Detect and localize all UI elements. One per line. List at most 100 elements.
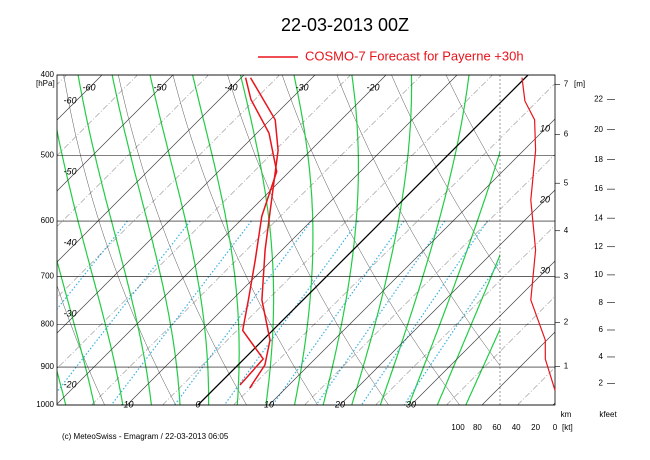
isotherm bbox=[410, 260, 555, 405]
moist-adiabat bbox=[293, 75, 314, 405]
isotherm-label: 10 bbox=[540, 123, 550, 133]
wind-tick-label: 0 bbox=[553, 423, 558, 432]
mixing-ratio bbox=[271, 220, 405, 405]
isotherm-label: -60 bbox=[63, 95, 76, 105]
kfeet-tick-label: 2 bbox=[599, 379, 604, 388]
isotherm bbox=[57, 75, 387, 405]
kfeet-tick-label: 20 bbox=[594, 125, 603, 134]
kfeet-tick-label: 8 bbox=[599, 298, 604, 307]
y-tick-label: 500 bbox=[41, 150, 55, 159]
isotherm-label: 0 bbox=[195, 399, 200, 409]
dry-adiabat bbox=[336, 75, 500, 367]
moist-adiabat bbox=[465, 327, 500, 405]
moist-adiabat bbox=[351, 75, 413, 405]
isotherm bbox=[268, 118, 555, 405]
y-tick-label: 400 bbox=[41, 70, 55, 79]
isotherm bbox=[446, 296, 555, 405]
chart-title: 22-03-2013 00Z bbox=[281, 15, 409, 35]
dry-adiabat bbox=[118, 75, 247, 405]
isotherm-label: 10 bbox=[264, 399, 274, 409]
moist-adiabat bbox=[57, 127, 124, 405]
isotherm bbox=[375, 225, 555, 405]
wind-tick-label: 100 bbox=[451, 423, 465, 432]
isotherm bbox=[481, 331, 555, 405]
dry-adiabat bbox=[445, 75, 500, 177]
isotherm bbox=[57, 75, 316, 334]
kfeet-tick-label: 12 bbox=[594, 242, 603, 251]
isotherm bbox=[233, 83, 555, 405]
kfeet-tick-label: 4 bbox=[599, 352, 604, 361]
wind-speed-line bbox=[521, 77, 556, 391]
thermo-lines bbox=[57, 75, 500, 405]
mixing-ratio bbox=[360, 220, 488, 405]
isotherm-label: 30 bbox=[406, 399, 416, 409]
isotherm-label: -20 bbox=[366, 82, 379, 92]
mixing-ratio bbox=[57, 220, 128, 311]
isotherm bbox=[57, 75, 174, 192]
profile-line bbox=[239, 77, 278, 386]
isotherm bbox=[339, 189, 555, 405]
y-tick-label: 900 bbox=[41, 362, 55, 371]
isotherm-label: -10 bbox=[120, 399, 133, 409]
isotherm bbox=[57, 75, 280, 298]
wind-tick-label: 40 bbox=[512, 423, 521, 432]
isotherm bbox=[197, 75, 529, 405]
km-tick-label: 1 bbox=[564, 362, 569, 371]
moist-adiabat bbox=[239, 75, 275, 405]
moist-adiabat bbox=[322, 75, 359, 405]
km-tick-label: 2 bbox=[564, 317, 569, 326]
profile-line bbox=[249, 77, 279, 389]
kfeet-tick-label: 10 bbox=[594, 270, 603, 279]
isotherm bbox=[57, 75, 209, 227]
isotherm bbox=[57, 75, 245, 263]
isotherm bbox=[91, 75, 422, 405]
km-tick-label: 6 bbox=[564, 130, 569, 139]
y-unit: [hPa] bbox=[36, 79, 55, 88]
dry-adiabat bbox=[63, 75, 176, 405]
wind-tick-label: 20 bbox=[531, 423, 540, 432]
isotherm bbox=[162, 75, 493, 405]
dry-adiabat bbox=[281, 75, 460, 405]
isotherm-label: -60 bbox=[82, 82, 95, 92]
moist-adiabat bbox=[436, 253, 500, 405]
isotherm bbox=[304, 154, 555, 405]
isotherm-label: -30 bbox=[63, 308, 76, 318]
moist-adiabat bbox=[379, 75, 470, 405]
y-tick-label: 700 bbox=[41, 272, 55, 281]
isotherm-label: -40 bbox=[224, 82, 237, 92]
dry-adiabat bbox=[391, 75, 500, 273]
km-tick-label: 5 bbox=[564, 178, 569, 187]
isotherm-label: -30 bbox=[295, 82, 308, 92]
y-tick-label: 800 bbox=[41, 320, 55, 329]
isotherm-label: 20 bbox=[539, 194, 550, 204]
moist-adiabat bbox=[191, 75, 240, 405]
isotherms bbox=[57, 75, 555, 405]
y-tick-label: 600 bbox=[41, 216, 55, 225]
footer: (c) MeteoSwiss - Emagram / 22-03-2013 06… bbox=[62, 432, 229, 441]
moist-adiabat bbox=[408, 149, 500, 405]
km-unit: [m] bbox=[574, 80, 585, 89]
moist-adiabat bbox=[57, 258, 95, 405]
km-label: km bbox=[561, 410, 572, 419]
isotherm-label: -50 bbox=[63, 166, 76, 176]
kfeet-tick-label: 6 bbox=[599, 325, 604, 334]
kfeet-tick-label: 22 bbox=[594, 94, 603, 103]
kfeet-tick-label: 14 bbox=[594, 213, 603, 222]
isotherm bbox=[57, 75, 351, 369]
isotherm-label: -40 bbox=[63, 237, 76, 247]
wind-tick-label: 80 bbox=[473, 423, 482, 432]
isotherm-label: -50 bbox=[153, 82, 166, 92]
mixing-ratio bbox=[110, 220, 252, 405]
dry-adiabat bbox=[57, 284, 105, 405]
moist-adiabat bbox=[77, 75, 153, 405]
plot-frame bbox=[56, 74, 556, 406]
mixing-ratio bbox=[223, 220, 359, 405]
moist-adiabat bbox=[149, 75, 210, 405]
isotherm bbox=[57, 75, 138, 156]
legend-label: COSMO-7 Forecast for Payerne +30h bbox=[305, 48, 524, 63]
y-tick-label: 1000 bbox=[36, 400, 54, 409]
kfeet-tick-label: 18 bbox=[594, 155, 603, 164]
km-tick-label: 3 bbox=[564, 272, 569, 281]
